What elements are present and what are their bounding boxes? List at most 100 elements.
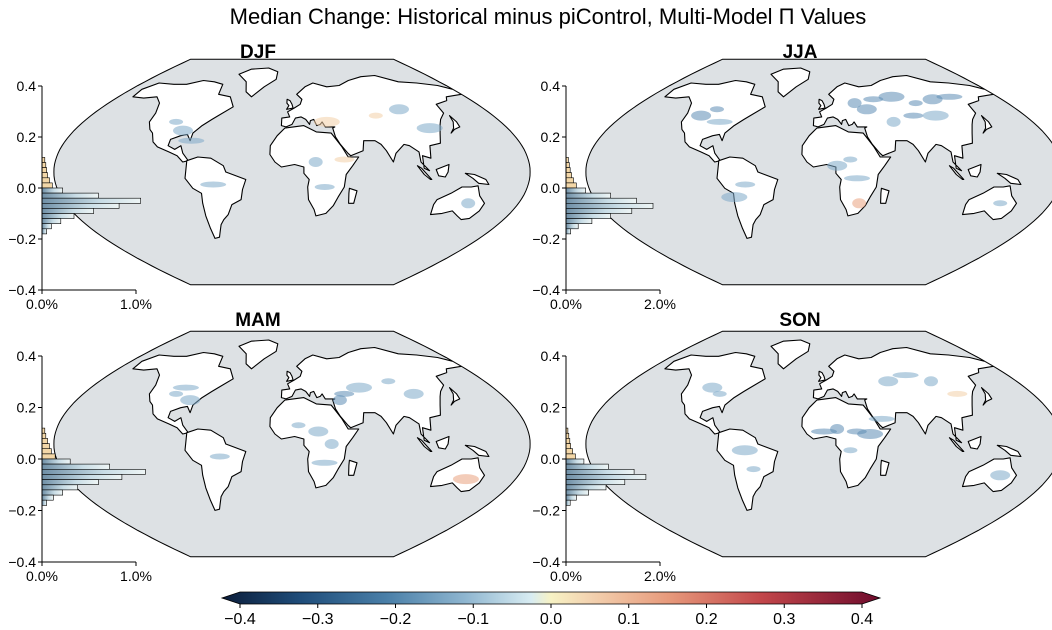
landmass-south-america [184, 428, 247, 511]
map-land-layer [132, 67, 490, 239]
landmass-indonesia [948, 437, 965, 453]
anomaly-patch [844, 175, 870, 182]
x-tick-label: 1.0% [120, 296, 152, 312]
map-land-layer [664, 339, 1022, 511]
anomaly-patch [452, 474, 479, 485]
landmass-greenland [238, 67, 279, 98]
histogram-bar [565, 448, 573, 455]
landmass-uk [286, 98, 294, 110]
landmass-uk [818, 98, 826, 110]
anomaly-patch [311, 459, 338, 466]
colorbar-tick-label: 0.1 [618, 611, 640, 628]
histogram-bar [41, 448, 52, 455]
panel-djf: DJF 0.4 0.2 0.0 −0.2 −0.40.0% 1.0% [8, 42, 531, 312]
colorbar-tick-label: 0.3 [773, 611, 795, 628]
y-tick-label: 0.0 [17, 451, 37, 467]
anomaly-patch [334, 156, 355, 163]
anomaly-patch [947, 390, 968, 397]
x-tick-label: 0.0% [550, 296, 582, 312]
landmass-borneo [967, 435, 982, 450]
anomaly-patch [990, 470, 1011, 481]
landmass-africa [801, 397, 892, 489]
anomaly-patch [180, 395, 201, 406]
anomaly-patch [843, 156, 858, 163]
histogram-bar [565, 443, 571, 450]
landmass-borneo [435, 435, 450, 450]
histogram-bar [565, 213, 611, 219]
landmass-japan [448, 115, 461, 134]
anomaly-patch [843, 447, 858, 454]
y-tick-label: 0.2 [17, 400, 37, 416]
anomaly-patch [173, 125, 193, 136]
anomaly-patch [291, 422, 306, 429]
x-tick-label: 0.0% [26, 296, 58, 312]
histogram-bar [565, 218, 593, 225]
y-tick-label: 0.4 [17, 348, 37, 364]
landmass-new-guinea [464, 444, 490, 458]
histogram-bar [41, 218, 62, 225]
anomaly-patch [368, 112, 383, 119]
histogram-bar [565, 499, 571, 506]
landmass-madagascar [348, 459, 358, 476]
y-tick-label: 0.2 [541, 129, 561, 145]
histogram-bar [41, 458, 71, 465]
histogram-bar [565, 228, 571, 235]
anomaly-patch [172, 384, 199, 391]
y-tick-label: −0.4 [532, 282, 560, 298]
colorbar-tick-label: 0.2 [695, 611, 717, 628]
anomaly-patch [706, 118, 733, 125]
histogram-bar [41, 438, 48, 444]
x-tick-label: 0.0% [26, 568, 58, 584]
y-tick-label: 0.2 [17, 129, 37, 145]
anomaly-patch [461, 198, 476, 209]
histogram-bar [41, 177, 50, 184]
panel-title: SON [779, 310, 820, 331]
anomaly-patch [735, 181, 756, 188]
y-tick-label: −0.2 [532, 503, 560, 519]
x-tick-label: 0.0% [550, 568, 582, 584]
y-tick-label: 0.0 [541, 451, 561, 467]
histogram-bar [41, 499, 47, 506]
histogram-bar [41, 453, 56, 460]
histogram-bar [565, 438, 571, 444]
histogram-bar [565, 223, 579, 230]
histogram-bar [565, 172, 572, 179]
colorbar-tick-label: −0.2 [380, 611, 412, 628]
landmass-north-america [132, 351, 234, 435]
anomaly-patch [908, 100, 923, 107]
histogram-bar [41, 479, 99, 486]
histogram-bar [41, 172, 48, 179]
panel-title: MAM [235, 310, 280, 331]
landmass-australia [961, 457, 1018, 493]
landmass-indonesia [416, 165, 433, 181]
y-tick-label: 0.0 [17, 180, 37, 196]
landmass-greenland [238, 339, 279, 370]
colorbar-tick-label: −0.3 [302, 611, 334, 628]
anomaly-patch [403, 388, 424, 399]
y-tick-label: 0.2 [541, 400, 561, 416]
anomaly-patch [308, 157, 323, 167]
anomaly-patch [993, 200, 1008, 207]
landmass-new-guinea [996, 172, 1022, 186]
anomaly-patch [847, 98, 862, 109]
y-tick-label: −0.2 [8, 231, 36, 247]
histogram-bar [41, 223, 52, 230]
anomaly-patch [324, 439, 339, 449]
anomaly-patch [903, 112, 924, 119]
histogram-bar [565, 479, 626, 486]
map-land-layer [132, 339, 490, 511]
y-tick-label: 0.4 [541, 78, 561, 94]
landmass-africa [269, 397, 360, 489]
anomaly-patch [389, 104, 409, 115]
histogram-bar [41, 187, 64, 194]
anomaly-patch [334, 390, 355, 397]
y-tick-label: 0.4 [17, 78, 37, 94]
histogram-axis: 0.4 0.2 0.0 −0.2 −0.40.0% 2.0% [532, 78, 676, 312]
histogram-bar [41, 474, 123, 480]
landmass-borneo [967, 163, 982, 178]
landmass-uk [818, 370, 826, 382]
landmass-madagascar [348, 187, 358, 204]
anomaly-patch [416, 123, 443, 134]
anomaly-patch [702, 382, 723, 393]
landmass-greenland [770, 67, 811, 98]
